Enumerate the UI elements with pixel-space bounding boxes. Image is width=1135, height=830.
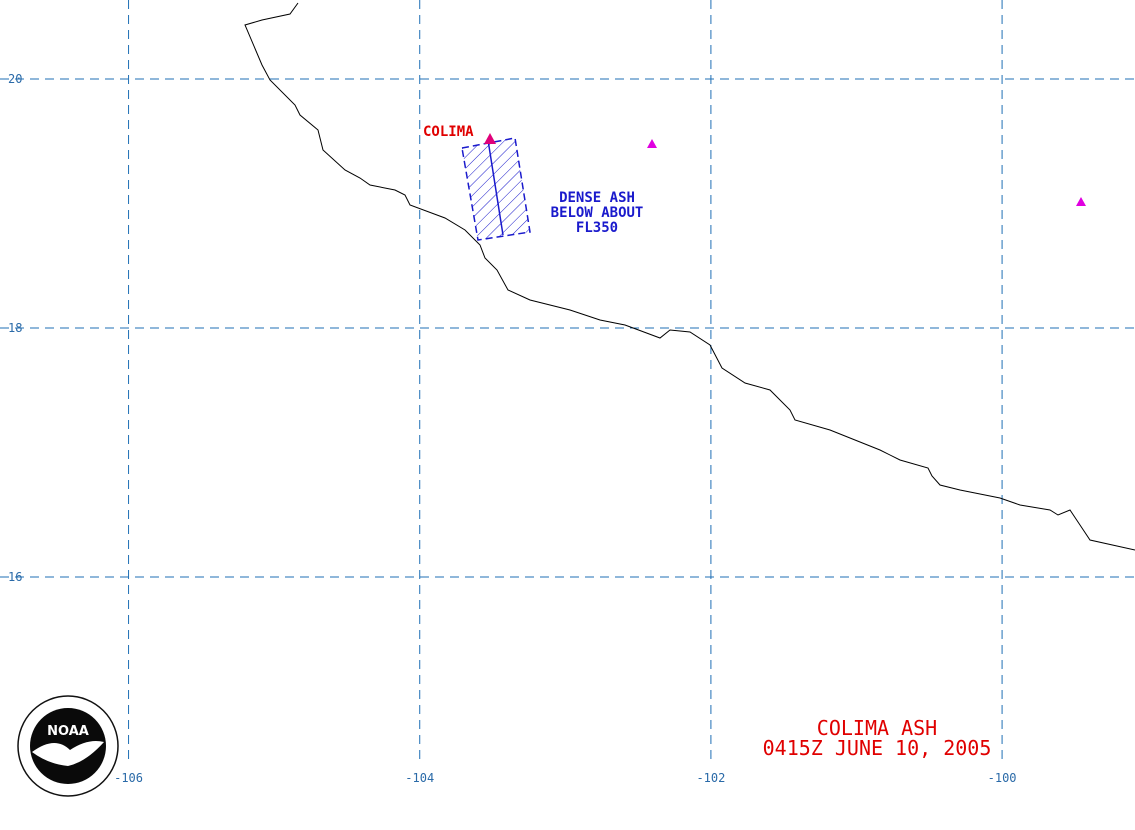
volcano-label: COLIMA	[423, 124, 474, 140]
coastline	[244, 2, 1135, 551]
title: COLIMA ASH	[817, 716, 937, 740]
ash-label-line: BELOW ABOUT	[551, 205, 644, 221]
ash-axis	[487, 139, 504, 236]
logo-text: NOAA	[47, 724, 89, 739]
longitude-label: -100	[988, 771, 1017, 785]
longitude-label: -102	[696, 771, 725, 785]
volcano	[1076, 197, 1086, 206]
ash-label-line: FL350	[576, 220, 618, 236]
subtitle: 0415Z JUNE 10, 2005	[763, 736, 992, 760]
latitude-label: 18	[8, 321, 22, 335]
longitude-label: -106	[114, 771, 143, 785]
ash-label: DENSE ASH BELOW ABOUT FL350	[551, 190, 644, 236]
logo-disc	[30, 708, 106, 784]
latitude-label: 20	[8, 72, 22, 86]
volcano-colima	[484, 133, 496, 144]
noaa-logo: NOAA	[17, 695, 119, 797]
longitude-label: -104	[405, 771, 434, 785]
latitude-label: 16	[8, 570, 22, 584]
ash-label-line: DENSE ASH	[559, 190, 635, 206]
graticule: -106 -104 -102 -100 20 18 16	[0, 0, 1135, 785]
logo-bird	[32, 741, 104, 766]
volcano	[647, 139, 657, 148]
